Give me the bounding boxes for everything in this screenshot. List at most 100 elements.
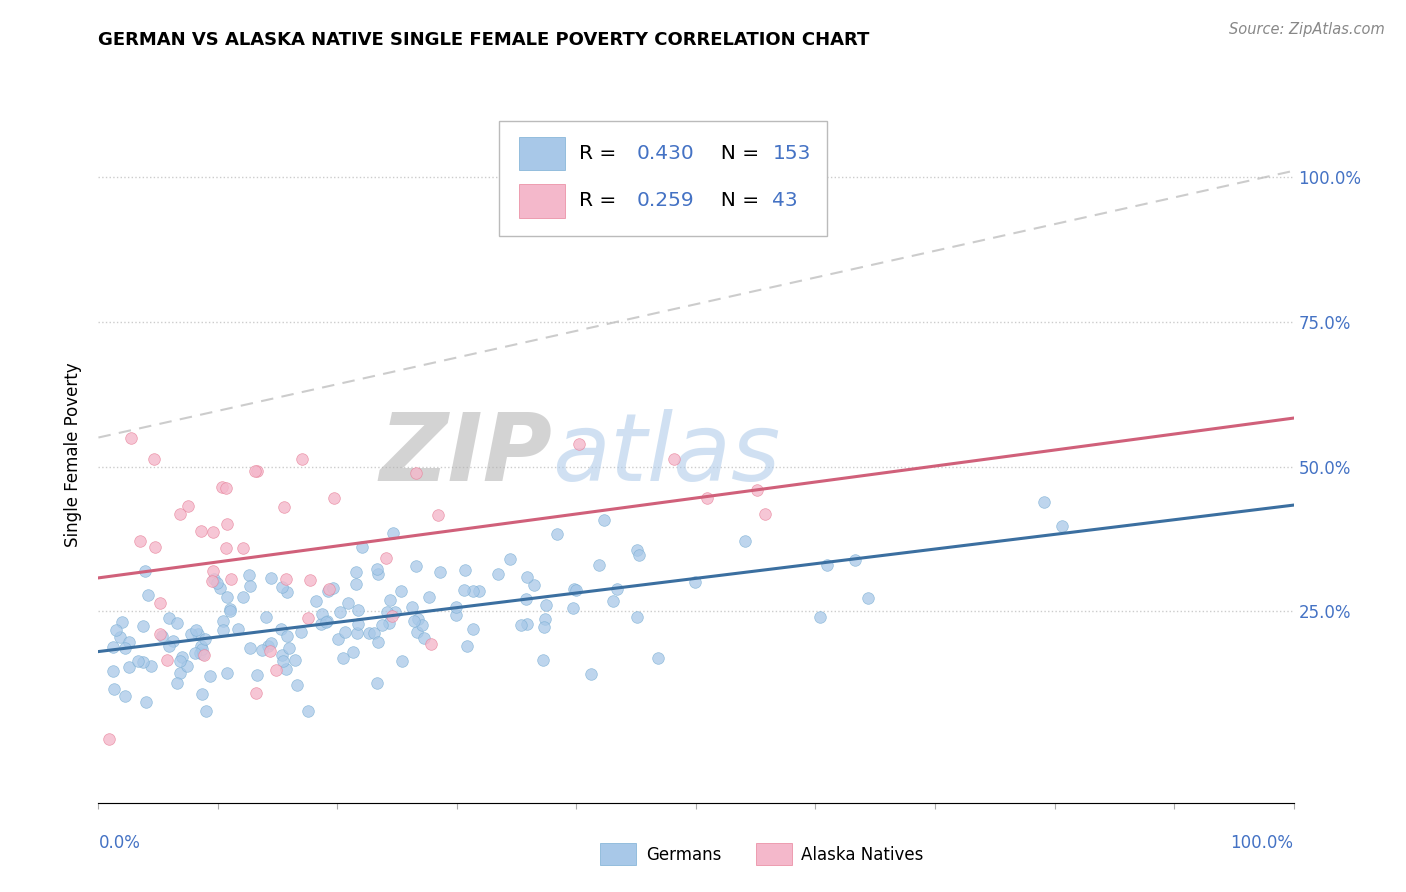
Point: [149, 627, 172, 641]
Point: [336, 596, 359, 610]
Point: [218, 604, 240, 618]
Point: [239, 640, 262, 655]
Point: [627, 548, 650, 562]
Point: [273, 500, 295, 514]
Point: [311, 607, 333, 621]
Point: [212, 623, 235, 637]
FancyBboxPatch shape: [519, 137, 565, 170]
Point: [429, 565, 451, 579]
Point: [346, 616, 368, 631]
Point: [271, 580, 294, 594]
Text: 0.0%: 0.0%: [98, 834, 141, 852]
Point: [344, 565, 367, 579]
Point: [696, 491, 718, 505]
Point: [166, 616, 188, 631]
Point: [626, 610, 648, 624]
Point: [384, 606, 406, 620]
Point: [156, 653, 179, 667]
Point: [533, 620, 555, 634]
Point: [264, 663, 287, 677]
Point: [283, 653, 305, 667]
Point: [683, 574, 706, 589]
Text: 0.430: 0.430: [637, 145, 695, 163]
Point: [486, 567, 509, 582]
Point: [141, 659, 163, 673]
Point: [564, 582, 586, 596]
Point: [411, 618, 433, 632]
Point: [357, 626, 380, 640]
Point: [202, 572, 225, 586]
Point: [516, 569, 538, 583]
Point: [626, 542, 648, 557]
Point: [418, 590, 440, 604]
Text: 0.259: 0.259: [637, 192, 693, 211]
Point: [150, 629, 173, 643]
Point: [562, 600, 585, 615]
Point: [276, 662, 298, 676]
Point: [734, 533, 756, 548]
Point: [276, 572, 298, 586]
Point: [98, 731, 121, 746]
Point: [232, 590, 254, 604]
Point: [592, 513, 614, 527]
Point: [238, 567, 260, 582]
Point: [534, 598, 557, 612]
Text: Alaska Natives: Alaska Natives: [801, 846, 924, 864]
Point: [453, 583, 475, 598]
Point: [342, 644, 364, 658]
Point: [132, 619, 155, 633]
Point: [138, 588, 160, 602]
Point: [193, 648, 215, 662]
Point: [219, 572, 242, 586]
Point: [184, 646, 207, 660]
Point: [219, 602, 242, 616]
Point: [257, 639, 280, 653]
Text: R =: R =: [579, 145, 623, 163]
Point: [111, 615, 134, 629]
Point: [194, 632, 217, 646]
Point: [162, 634, 184, 648]
Point: [419, 638, 441, 652]
Point: [588, 558, 610, 572]
Text: 100.0%: 100.0%: [1230, 834, 1294, 852]
Point: [232, 541, 254, 555]
Point: [454, 563, 477, 577]
Point: [456, 639, 478, 653]
Point: [187, 627, 209, 641]
Point: [297, 611, 319, 625]
Point: [180, 627, 202, 641]
Point: [259, 644, 281, 658]
Point: [270, 622, 292, 636]
Point: [104, 623, 127, 637]
Point: [565, 582, 588, 597]
Point: [531, 652, 554, 666]
Point: [254, 609, 277, 624]
Point: [381, 609, 404, 624]
Point: [215, 517, 238, 532]
Point: [315, 615, 337, 629]
Point: [499, 552, 522, 566]
Text: R =: R =: [579, 192, 623, 211]
Point: [201, 525, 224, 540]
Point: [817, 558, 839, 572]
Point: [276, 629, 298, 643]
Point: [276, 585, 298, 599]
Point: [108, 630, 131, 644]
Text: Source: ZipAtlas.com: Source: ZipAtlas.com: [1229, 22, 1385, 37]
Point: [523, 578, 546, 592]
Point: [290, 625, 312, 640]
Point: [277, 641, 299, 656]
Point: [323, 491, 346, 505]
Point: [177, 499, 200, 513]
Point: [350, 540, 373, 554]
Point: [260, 635, 283, 649]
Point: [101, 640, 124, 654]
Point: [602, 593, 624, 607]
Point: [461, 584, 484, 599]
Point: [246, 464, 269, 478]
Point: [245, 464, 267, 478]
Point: [169, 654, 191, 668]
Point: [215, 481, 238, 495]
Point: [270, 648, 292, 663]
Point: [366, 562, 388, 576]
